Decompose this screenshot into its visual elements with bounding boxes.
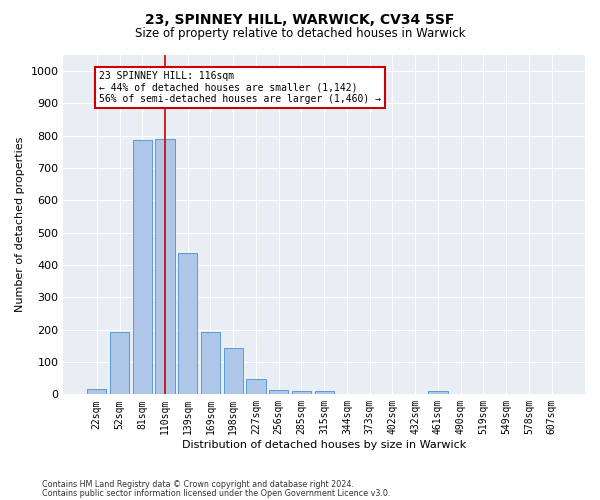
- Bar: [178, 253, 197, 394]
- Y-axis label: Number of detached properties: Number of detached properties: [15, 137, 25, 312]
- Text: 23 SPINNEY HILL: 116sqm
← 44% of detached houses are smaller (1,142)
56% of semi: 23 SPINNEY HILL: 116sqm ← 44% of detache…: [99, 71, 381, 104]
- Bar: [314, 391, 334, 394]
- Bar: [247, 379, 266, 394]
- Text: 23, SPINNEY HILL, WARWICK, CV34 5SF: 23, SPINNEY HILL, WARWICK, CV34 5SF: [145, 12, 455, 26]
- Bar: [428, 391, 448, 394]
- Bar: [87, 390, 106, 394]
- Bar: [269, 390, 289, 394]
- Bar: [292, 391, 311, 394]
- Bar: [110, 332, 129, 394]
- Text: Contains public sector information licensed under the Open Government Licence v3: Contains public sector information licen…: [42, 488, 391, 498]
- Bar: [155, 139, 175, 394]
- Bar: [201, 332, 220, 394]
- Text: Size of property relative to detached houses in Warwick: Size of property relative to detached ho…: [135, 28, 465, 40]
- Text: Contains HM Land Registry data © Crown copyright and database right 2024.: Contains HM Land Registry data © Crown c…: [42, 480, 354, 489]
- Bar: [133, 140, 152, 394]
- Bar: [224, 348, 243, 395]
- X-axis label: Distribution of detached houses by size in Warwick: Distribution of detached houses by size …: [182, 440, 466, 450]
